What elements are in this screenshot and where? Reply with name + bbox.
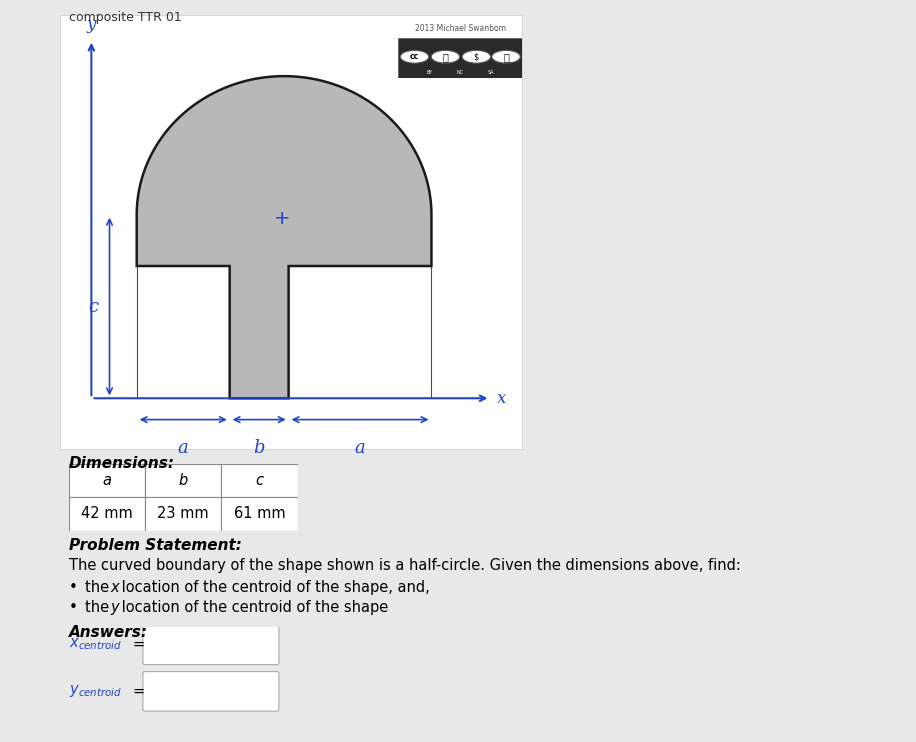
Text: $: $ <box>474 52 479 62</box>
Circle shape <box>431 50 460 63</box>
Text: NC: NC <box>457 70 463 75</box>
Bar <box>222 497 298 531</box>
Text: 2013 Michael Swanbom: 2013 Michael Swanbom <box>415 24 506 33</box>
Text: Ⓞ: Ⓞ <box>503 52 509 62</box>
Text: b: b <box>254 439 265 457</box>
Circle shape <box>400 50 429 63</box>
Text: a: a <box>103 473 112 488</box>
Text: composite TTR 01: composite TTR 01 <box>69 11 181 24</box>
Text: c: c <box>89 298 99 315</box>
FancyBboxPatch shape <box>143 625 279 665</box>
Text: •: • <box>69 580 78 595</box>
Text: +: + <box>274 209 290 228</box>
Text: $\it{x}_{centroid}$: $\it{x}_{centroid}$ <box>69 637 122 652</box>
Text: =: = <box>133 637 145 652</box>
FancyBboxPatch shape <box>143 672 279 711</box>
Bar <box>69 464 145 497</box>
Bar <box>398 38 522 78</box>
Text: Dimensions:: Dimensions: <box>69 456 175 471</box>
Text: x: x <box>497 390 507 407</box>
Text: cc: cc <box>410 52 420 62</box>
Text: •: • <box>69 600 78 614</box>
Text: the: the <box>85 580 114 595</box>
Bar <box>69 497 145 531</box>
Text: BY: BY <box>426 70 432 75</box>
Text: the: the <box>85 600 114 614</box>
Text: 23 mm: 23 mm <box>158 506 209 522</box>
Text: a: a <box>178 439 189 457</box>
Bar <box>145 497 222 531</box>
Text: x: x <box>111 580 119 595</box>
Text: $\it{y}_{centroid}$: $\it{y}_{centroid}$ <box>69 683 122 699</box>
Text: 61 mm: 61 mm <box>234 506 286 522</box>
Text: 42 mm: 42 mm <box>81 506 133 522</box>
Bar <box>222 464 298 497</box>
Circle shape <box>492 50 520 63</box>
Bar <box>145 464 222 497</box>
Text: b: b <box>179 473 188 488</box>
Text: SA: SA <box>488 70 495 75</box>
Text: y: y <box>87 16 96 33</box>
Text: =: = <box>133 683 145 698</box>
Polygon shape <box>136 76 431 398</box>
Text: Answers:: Answers: <box>69 625 147 640</box>
Circle shape <box>463 50 491 63</box>
Text: location of the centroid of the shape, and,: location of the centroid of the shape, a… <box>117 580 430 595</box>
Text: Ⓘ: Ⓘ <box>442 52 449 62</box>
Text: location of the centroid of the shape: location of the centroid of the shape <box>117 600 388 614</box>
Text: c: c <box>256 473 264 488</box>
Text: Problem Statement:: Problem Statement: <box>69 538 242 553</box>
Text: a: a <box>354 439 365 457</box>
Text: The curved boundary of the shape shown is a half-circle. Given the dimensions ab: The curved boundary of the shape shown i… <box>69 558 740 573</box>
Text: y: y <box>111 600 119 614</box>
